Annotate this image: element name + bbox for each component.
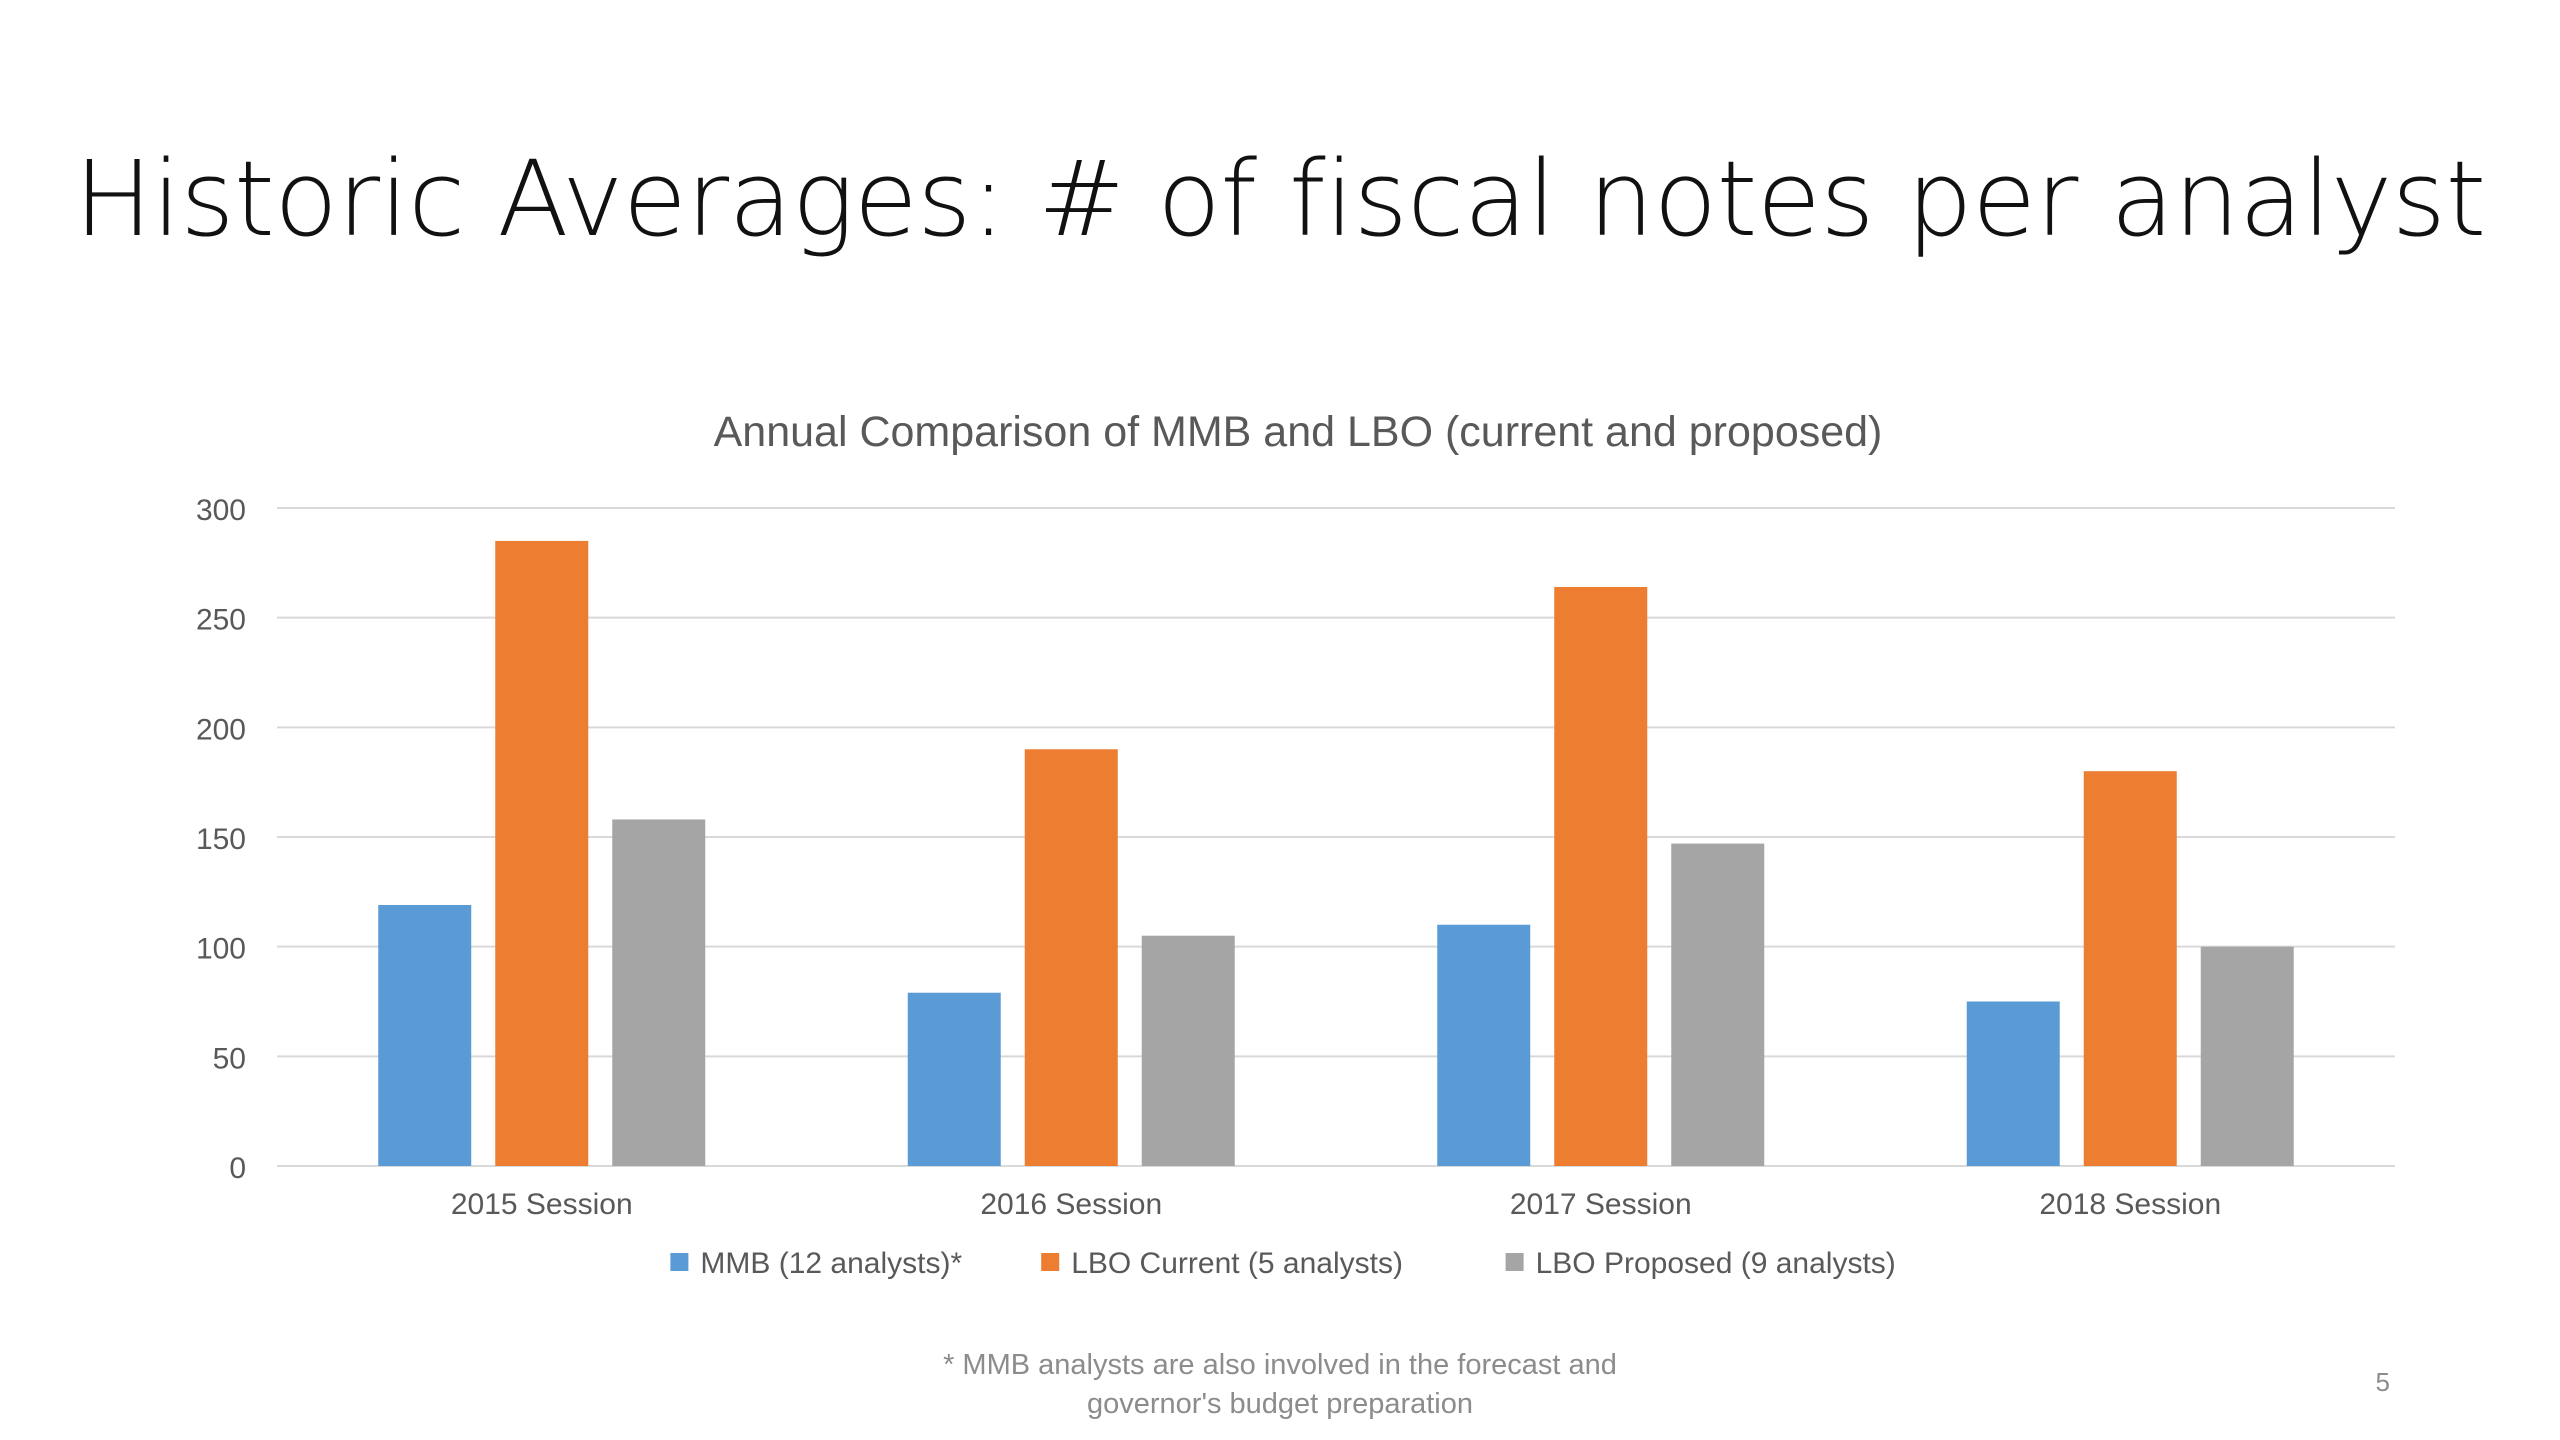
bar-1-3 [1437,924,1531,1166]
page-number: 5 [2375,1367,2390,1397]
bar-2-1 [495,540,589,1166]
footnote-line-1: * MMB analysts are also involved in the … [943,1349,1617,1381]
y-tick-label: 50 [213,1042,246,1075]
legend: MMB (12 analysts)* LBO Current (5 analyst… [670,1247,1896,1280]
legend-label: LBO Current (5 analysts) [1071,1247,1403,1280]
legend-label: LBO Proposed (9 analysts) [1536,1247,1896,1280]
x-axis-category-labels: 2015 Session 2016 Session 2017 Session 2018… [451,1188,2221,1221]
legend-item: LBO Proposed (9 analysts) [1505,1247,1896,1280]
bar-2-4 [2083,771,2177,1166]
y-tick-label: 300 [196,494,246,527]
gridlines [277,507,2395,1167]
x-category-label: 2017 Session [1510,1188,1692,1221]
x-category-label: 2015 Session [451,1188,633,1221]
legend-swatch [1505,1253,1524,1271]
y-tick-label: 100 [196,933,246,966]
legend-swatch [670,1253,689,1271]
bar-3-4 [2200,946,2294,1166]
y-tick-label: 150 [196,823,246,856]
bar-1-4 [1966,1001,2060,1166]
bar-3-2 [1141,935,1235,1166]
footnote-line-2: governor's budget preparation [1086,1388,1474,1421]
y-axis-tick-labels: 0 50 100 150 200 250 300 [196,494,246,1185]
legend-label: MMB (12 analysts)* [700,1247,962,1280]
legend-item: LBO Current (5 analysts) [1041,1247,1403,1280]
slide-title: Historic Averages: # of fiscal notes per… [74,138,2486,260]
bars [378,540,2294,1166]
bar-3-3 [1671,843,1765,1166]
legend-swatch [1041,1253,1060,1271]
legend-item: MMB (12 analysts)* [670,1247,962,1280]
bar-chart: Annual Comparison of MMB and LBO (curren… [196,408,2395,1280]
chart-title: Annual Comparison of MMB and LBO (curren… [714,408,1883,456]
bar-2-2 [1024,749,1118,1166]
y-tick-label: 0 [229,1152,246,1185]
bar-1-1 [378,904,472,1166]
bar-1-2 [907,992,1001,1166]
bar-2-3 [1554,586,1648,1166]
y-tick-label: 200 [196,713,246,746]
footnote: * MMB analysts are also involved in the … [780,1346,1780,1424]
y-tick-label: 250 [196,604,246,637]
bar-3-1 [612,819,706,1166]
x-category-label: 2016 Session [980,1188,1162,1221]
x-category-label: 2018 Session [2039,1188,2221,1221]
chart-area: Annual Comparison of MMB and LBO (curren… [0,390,2560,1330]
